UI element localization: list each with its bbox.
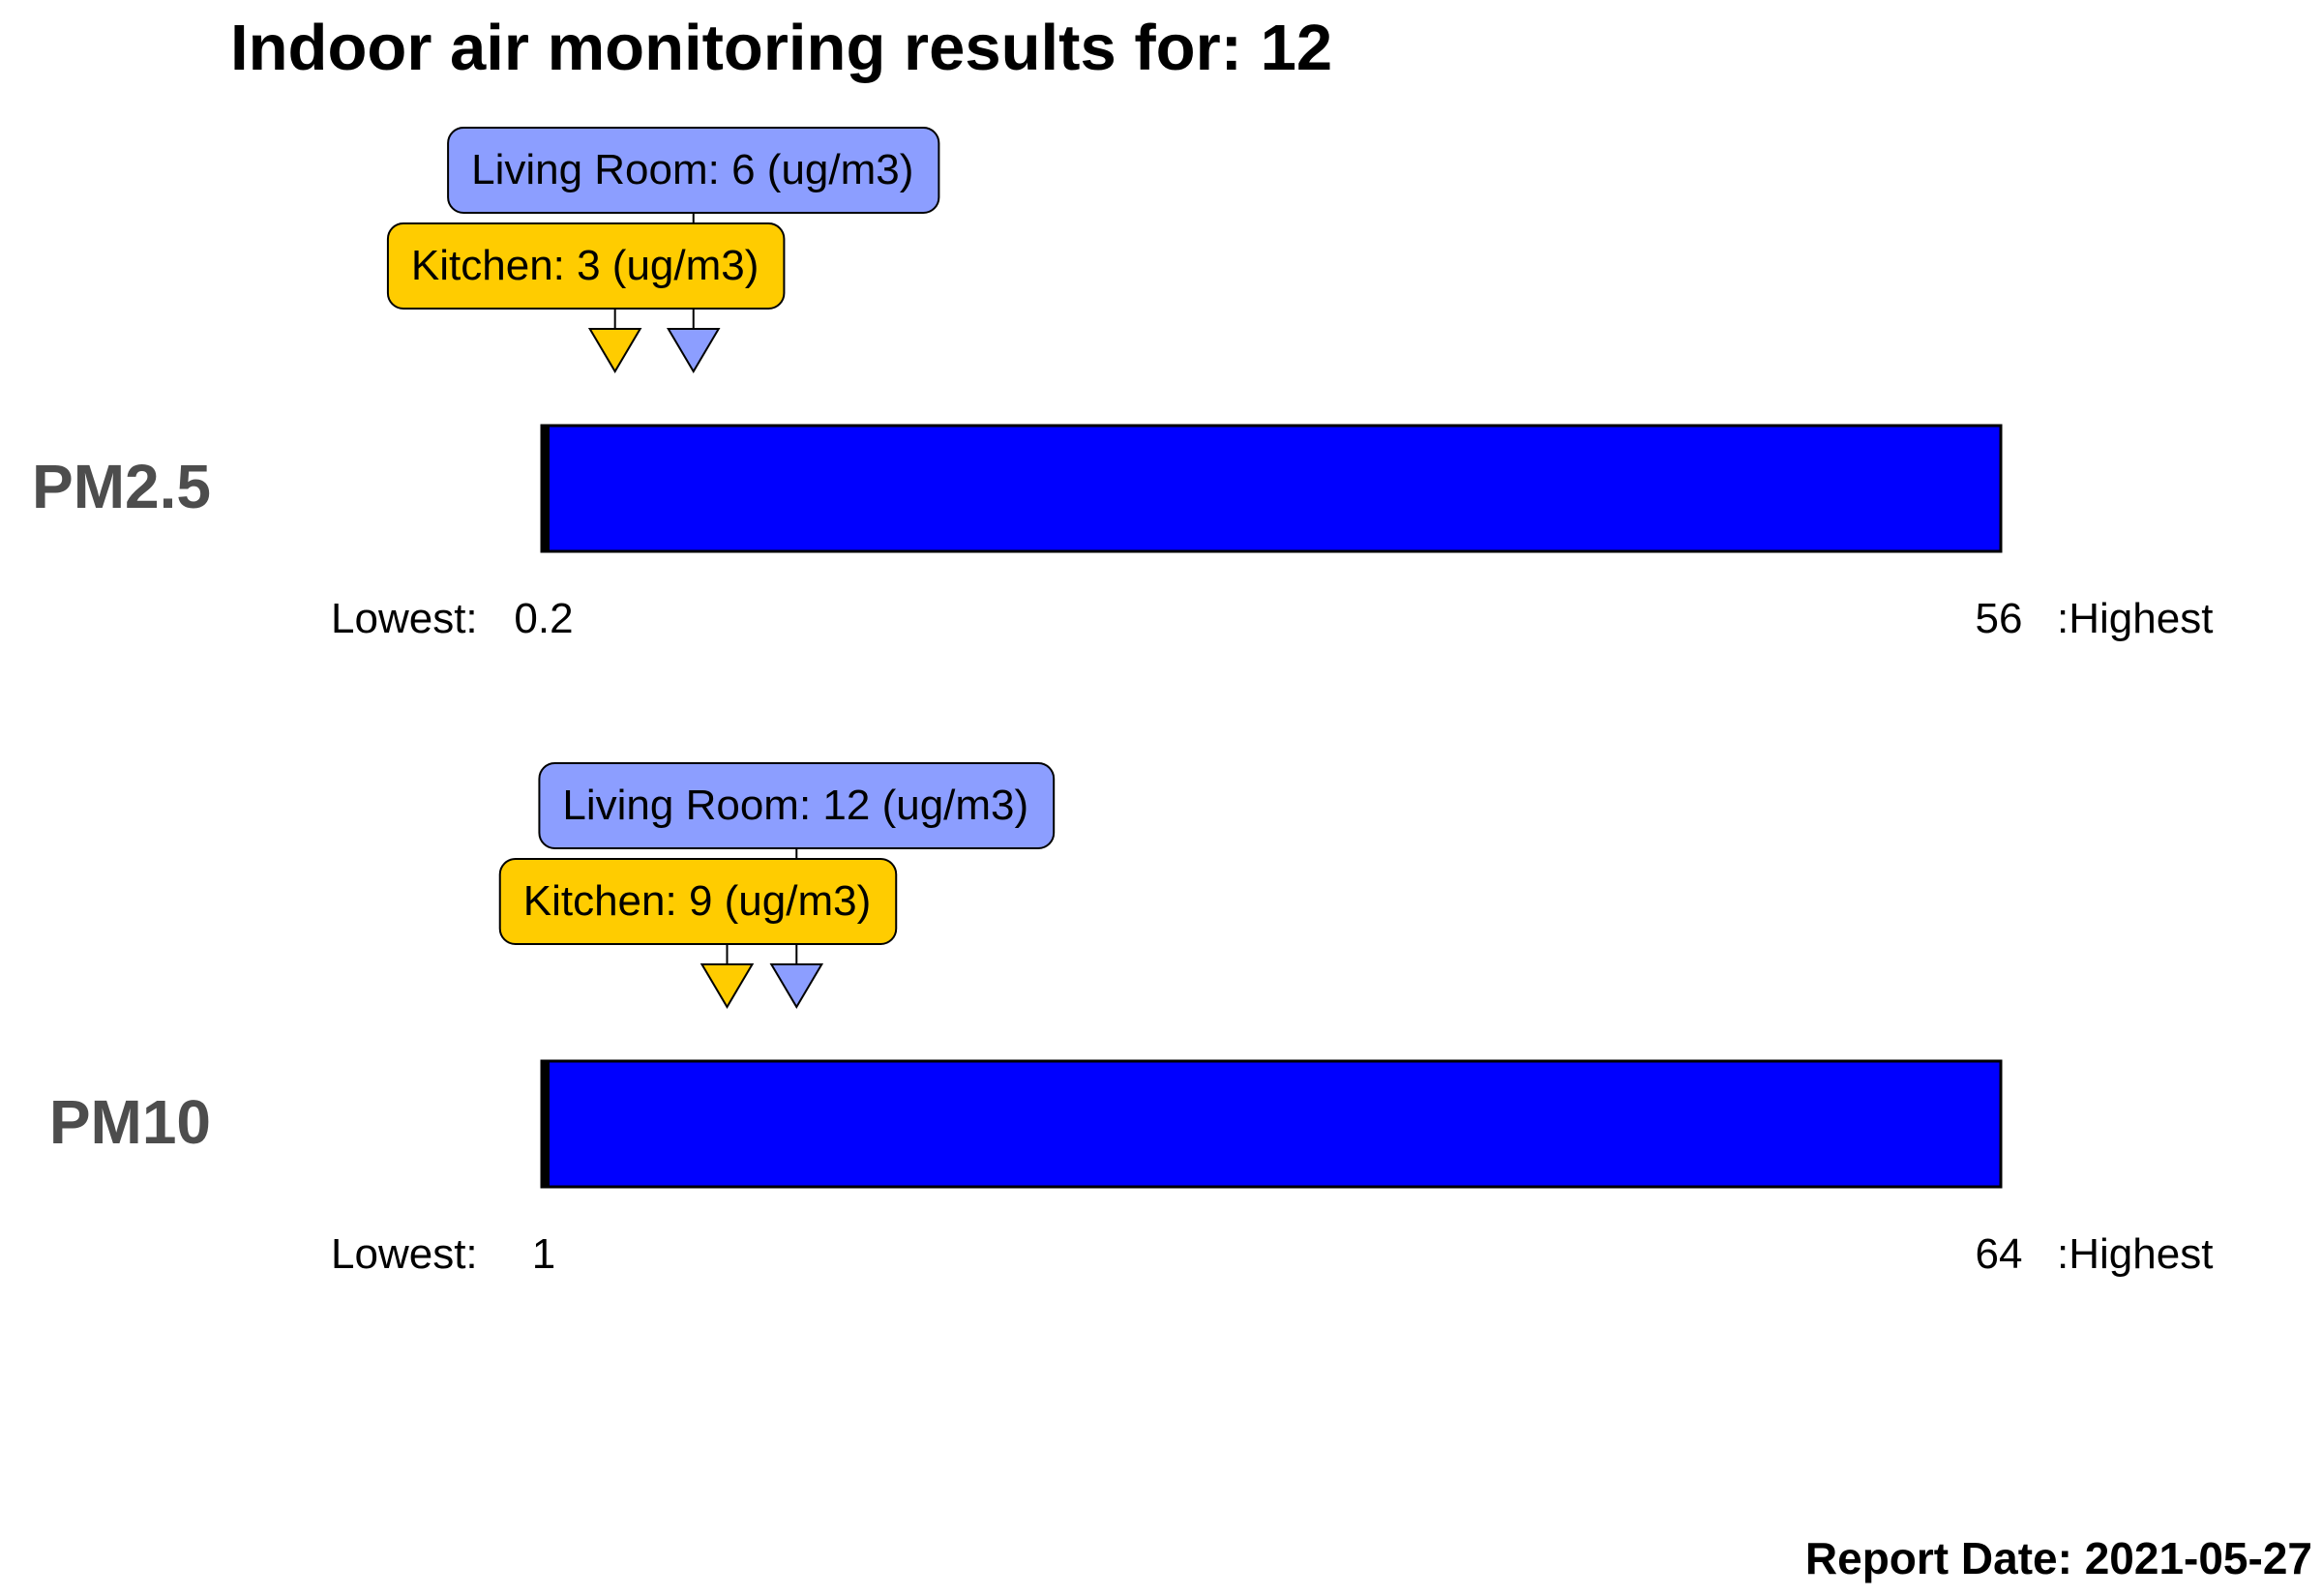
range-bar-edge	[542, 1061, 550, 1187]
highest-suffix: :Highest	[2057, 1230, 2213, 1278]
marker-label-box	[538, 762, 1056, 849]
marker-living-room: Living Room: 6 (ug/m3)	[447, 127, 940, 373]
marker-label-box	[498, 858, 898, 945]
marker-triangle	[587, 328, 642, 373]
marker-label-box	[386, 222, 786, 310]
panel-pm10: PM10 Lowest: 1 64 :Highest Living Room: 12 (u…	[49, 762, 2213, 1278]
marker-label-box	[447, 127, 940, 214]
lowest-prefix: Lowest:	[331, 595, 478, 642]
marker-kitchen: Kitchen: 9 (ug/m3)	[498, 858, 898, 1009]
marker-kitchen: Kitchen: 3 (ug/m3)	[386, 222, 786, 373]
pollutant-label: PM2.5	[32, 452, 211, 521]
marker-triangle	[769, 963, 824, 1009]
lowest-value: 0.2	[514, 595, 573, 642]
range-bar-edge	[542, 426, 550, 551]
marker-triangle	[700, 963, 755, 1009]
marker-label: Living Room: 12 (ug/m3)	[562, 782, 1028, 829]
highest-suffix: :Highest	[2057, 595, 2213, 642]
pollutant-panels: PM2.5 Lowest: 0.2 56 :Highest Living Room: 6 …	[32, 127, 2213, 1278]
highest-value: 64	[1976, 1230, 2023, 1278]
range-bar	[540, 424, 2003, 553]
range-bar	[540, 1059, 2003, 1189]
pollutant-label: PM10	[49, 1087, 211, 1157]
marker-label: Living Room: 6 (ug/m3)	[471, 146, 913, 193]
marker-label: Kitchen: 9 (ug/m3)	[523, 877, 872, 925]
lowest-value: 1	[532, 1230, 555, 1278]
highest-value: 56	[1976, 595, 2023, 642]
report-date: Report Date: 2021-05-27	[1805, 1533, 2312, 1583]
marker-label: Kitchen: 3 (ug/m3)	[411, 242, 759, 289]
panel-pm25: PM2.5 Lowest: 0.2 56 :Highest Living Room: 6 …	[32, 127, 2213, 642]
chart-title: Indoor air monitoring results for: 12	[230, 12, 1332, 84]
lowest-prefix: Lowest:	[331, 1230, 478, 1278]
marker-triangle	[666, 328, 721, 373]
